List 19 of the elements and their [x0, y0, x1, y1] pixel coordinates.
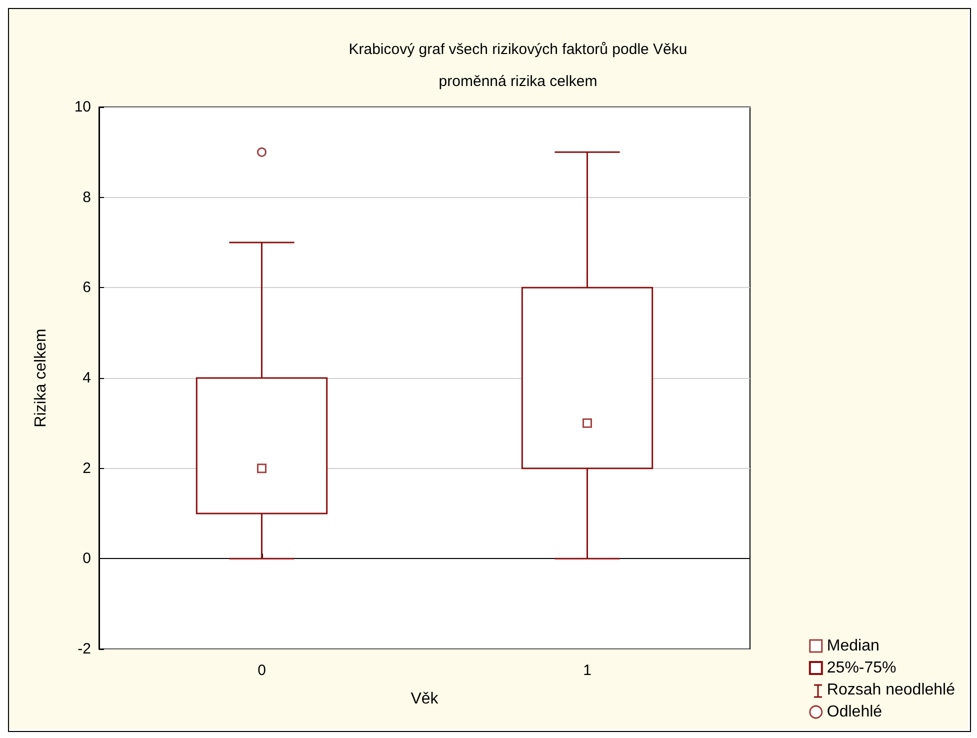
- legend-label: 25%-75%: [826, 660, 896, 676]
- y-axis-title: Rizika celkem: [32, 328, 50, 428]
- y-tick-label: 10: [74, 98, 91, 116]
- legend-label: Median: [826, 638, 880, 654]
- legend-label: Odlehlé: [826, 704, 882, 720]
- point: [582, 418, 592, 428]
- text: Rozsah neodlehlé: [826, 682, 956, 698]
- chart-subtitle: proměnná rizika celkem: [438, 73, 598, 90]
- chart-title: Krabicový graf všech rizikových faktorů podle Věku: [348, 41, 688, 58]
- y-tick-label: 2: [82, 460, 91, 477]
- y-tick-label: 8: [82, 188, 91, 206]
- x-axis-title: Věk: [410, 690, 440, 708]
- y-tick-label: 6: [82, 279, 91, 296]
- y-tick-label: 4: [82, 370, 91, 386]
- point: [257, 464, 266, 474]
- x-tick-label: 1: [583, 662, 592, 679]
- point: [257, 147, 266, 157]
- y-tick-label: 0: [82, 550, 91, 568]
- y-tick-label: -2: [78, 640, 91, 658]
